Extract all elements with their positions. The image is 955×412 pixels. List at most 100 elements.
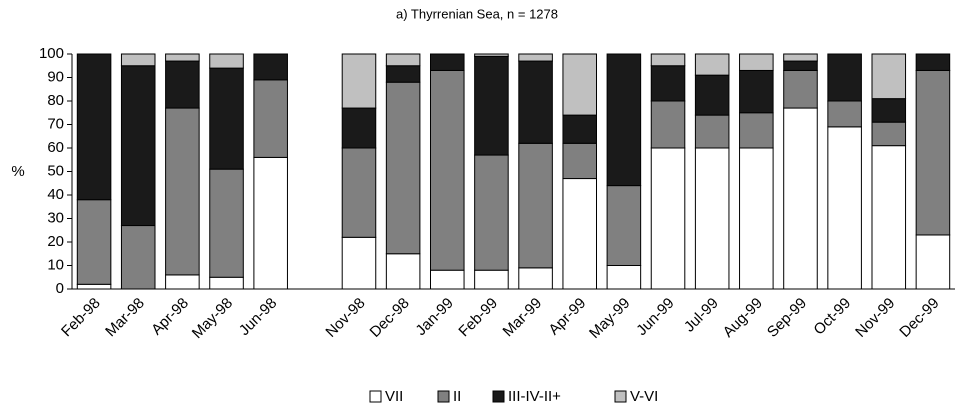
y-tick-label: 10	[47, 256, 64, 273]
bar-segment	[650, 53, 686, 67]
y-tick-label: 80	[47, 92, 64, 109]
bar-segment	[871, 98, 907, 123]
bar-segment	[474, 53, 509, 57]
bar-segment	[341, 107, 377, 149]
x-tick-label: Feb-99	[455, 295, 501, 341]
bar-segment	[739, 112, 774, 149]
bar-segment	[739, 147, 774, 290]
bar-segment	[474, 154, 509, 271]
bar-segment	[606, 185, 642, 267]
bar-segment	[694, 53, 730, 76]
bar-segment	[165, 60, 200, 109]
y-tick-label: 30	[47, 209, 64, 226]
bar-segment	[650, 147, 686, 290]
x-tick-label: May-98	[189, 295, 236, 342]
y-tick-label: 40	[47, 186, 64, 203]
x-tick-label: Nov-98	[322, 295, 368, 341]
bar-segment	[76, 53, 112, 201]
bar-segment	[694, 147, 730, 290]
bar-segment	[783, 107, 818, 290]
bar-segment	[341, 147, 377, 238]
bar-segment	[871, 145, 907, 290]
bar-segment	[120, 53, 156, 67]
x-tick-label: Sep-99	[764, 295, 810, 341]
x-tick-label: Jul-99	[681, 295, 722, 336]
bar-segment	[385, 65, 421, 83]
bar-segment	[518, 267, 553, 290]
bar-segment	[165, 53, 200, 62]
legend-label: VII	[385, 388, 403, 405]
bar-segment	[253, 79, 288, 158]
x-tick-label: Jan-99	[412, 295, 456, 339]
bar-segment	[429, 69, 465, 271]
bar-segment	[341, 53, 377, 109]
bar-segment	[518, 53, 553, 62]
legend-label: III-IV-II+	[508, 388, 561, 405]
bar-segment	[429, 269, 465, 290]
bar-segment	[253, 53, 288, 81]
bar-segment	[385, 53, 421, 67]
bar-segment	[915, 53, 951, 71]
x-tick-label: May-99	[586, 295, 633, 342]
y-axis-label: %	[11, 163, 24, 180]
legend-swatch	[437, 390, 450, 403]
y-tick-label: 0	[56, 280, 64, 297]
bar-segment	[739, 53, 774, 71]
bar-segment	[562, 178, 598, 290]
x-tick-label: Dec-99	[896, 295, 942, 341]
bar-segment	[385, 81, 421, 255]
legend-swatch	[492, 390, 505, 403]
x-tick-label: Mar-98	[102, 295, 148, 341]
bar-segment	[694, 74, 730, 116]
bar-segment	[827, 100, 862, 128]
y-tick-label: 60	[47, 139, 64, 156]
x-tick-label: Jun-98	[236, 295, 280, 339]
bar-segment	[120, 65, 156, 227]
x-tick-label: Mar-99	[500, 295, 546, 341]
bar-segment	[783, 53, 818, 62]
bar-segment	[562, 142, 598, 180]
bar-segment	[783, 69, 818, 109]
bar-segment	[76, 199, 112, 285]
x-tick-label: Jun-99	[633, 295, 677, 339]
bar-segment	[253, 156, 288, 290]
bar-segment	[650, 100, 686, 149]
y-tick-label: 100	[39, 45, 64, 62]
x-tick-label: Oct-99	[810, 295, 854, 339]
bar-segment	[341, 236, 377, 290]
bar-segment	[827, 126, 862, 290]
y-tick-label: 70	[47, 115, 64, 132]
bar-segment	[694, 114, 730, 149]
bar-segment	[739, 69, 774, 114]
bar-segment	[385, 253, 421, 290]
bar-segment	[209, 67, 244, 170]
bar-segment	[783, 60, 818, 71]
bar-segment	[915, 234, 951, 290]
bar-segment	[165, 107, 200, 276]
bar-segment	[562, 53, 598, 116]
legend-label: V-VI	[630, 388, 658, 405]
bar-segment	[474, 55, 509, 156]
bar-segment	[606, 53, 642, 187]
bar-segment	[474, 269, 509, 290]
x-tick-label: Apr-99	[545, 295, 589, 339]
bar-segment	[562, 114, 598, 144]
bar-segment	[518, 142, 553, 269]
x-tick-label: Feb-98	[58, 295, 104, 341]
legend-label: II	[453, 388, 461, 405]
bar-segment	[827, 53, 862, 102]
bar-segment	[209, 168, 244, 278]
x-tick-label: Dec-98	[367, 295, 413, 341]
legend-swatch	[614, 390, 627, 403]
bar-segment	[209, 53, 244, 69]
y-tick-label: 20	[47, 233, 64, 250]
x-tick-label: Aug-99	[720, 295, 766, 341]
bar-segment	[650, 65, 686, 102]
bar-segment	[120, 225, 156, 290]
bar-segment	[209, 276, 244, 290]
legend-swatch	[369, 390, 382, 403]
x-tick-label: Apr-98	[148, 295, 192, 339]
y-tick-label: 50	[47, 162, 64, 179]
bar-segment	[165, 274, 200, 290]
